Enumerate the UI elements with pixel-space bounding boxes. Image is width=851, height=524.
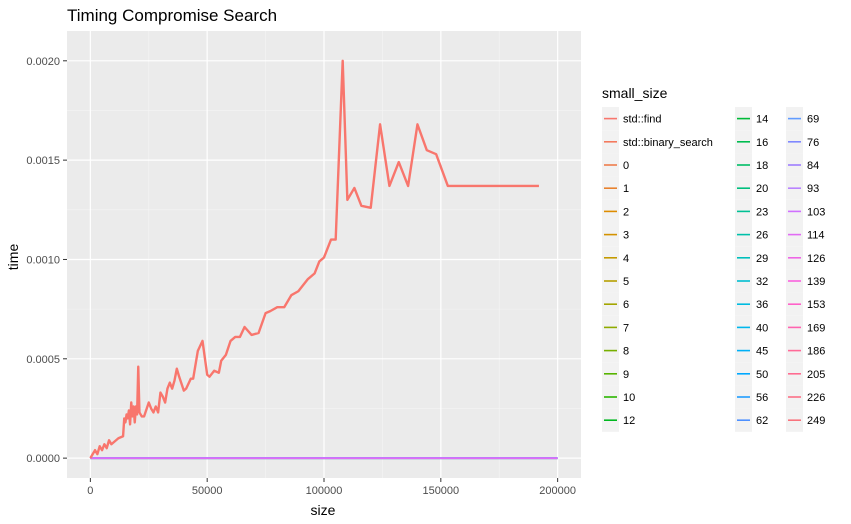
- x-tick-label: 150000: [422, 485, 459, 497]
- series-line: [89, 59, 539, 459]
- legend: small_size std::findstd::binary_search01…: [602, 85, 825, 432]
- flat-series-lines: [90, 457, 558, 460]
- y-tick-label: 0.0000: [26, 453, 60, 465]
- legend-label: 249: [807, 415, 825, 427]
- legend-label: 0: [623, 160, 629, 172]
- legend-label: 16: [756, 137, 768, 149]
- x-axis-title: size: [311, 502, 336, 518]
- legend-label: 36: [756, 299, 768, 311]
- legend-label: 205: [807, 369, 825, 381]
- axes: 0 50000 100000 150000 200000 0.0000 0.0005 0.00…: [26, 56, 576, 497]
- legend-label: 93: [807, 183, 819, 195]
- legend-label: 2: [623, 206, 629, 218]
- x-tick-label: 200000: [539, 485, 576, 497]
- legend-label: 6: [623, 299, 629, 311]
- legend-label: 226: [807, 392, 825, 404]
- legend-label: 169: [807, 322, 825, 334]
- legend-label: 153: [807, 299, 825, 311]
- y-axis-title: time: [5, 244, 21, 271]
- legend-label: 40: [756, 322, 768, 334]
- legend-label: 14: [756, 114, 768, 126]
- legend-label: 18: [756, 160, 768, 172]
- x-tick-label: 0: [87, 485, 93, 497]
- legend-label: 26: [756, 230, 768, 242]
- y-tick-label: 0.0015: [26, 155, 60, 167]
- legend-label: 10: [623, 392, 635, 404]
- y-tick-label: 0.0020: [26, 56, 60, 68]
- legend-label: std::binary_search: [623, 137, 713, 149]
- legend-label: 1: [623, 183, 629, 195]
- legend-label: 20: [756, 183, 768, 195]
- legend-label: 114: [807, 230, 825, 242]
- y-tick-label: 0.0005: [26, 354, 60, 366]
- legend-label: 186: [807, 346, 825, 358]
- legend-label: 8: [623, 346, 629, 358]
- series-lines: [89, 59, 539, 459]
- x-tick-label: 100000: [306, 485, 343, 497]
- legend-label: 84: [807, 160, 819, 172]
- legend-label: 126: [807, 253, 825, 265]
- legend-label: 139: [807, 276, 825, 288]
- legend-label: 62: [756, 415, 768, 427]
- legend-label: 3: [623, 230, 629, 242]
- plot-area: [67, 31, 581, 478]
- legend-label: 50: [756, 369, 768, 381]
- legend-label: 4: [623, 253, 629, 265]
- legend-label: 29: [756, 253, 768, 265]
- legend-label: 103: [807, 206, 825, 218]
- legend-label: 56: [756, 392, 768, 404]
- legend-label: 32: [756, 276, 768, 288]
- legend-label: 7: [623, 322, 629, 334]
- legend-title: small_size: [602, 85, 668, 101]
- legend-label: 9: [623, 369, 629, 381]
- legend-label: 12: [623, 415, 635, 427]
- legend-label: std::find: [623, 114, 662, 126]
- chart-title: Timing Compromise Search: [67, 6, 277, 25]
- legend-label: 69: [807, 114, 819, 126]
- y-tick-label: 0.0010: [26, 254, 60, 266]
- x-tick-label: 50000: [192, 485, 223, 497]
- legend-label: 23: [756, 206, 768, 218]
- legend-label: 76: [807, 137, 819, 149]
- legend-label: 45: [756, 346, 768, 358]
- legend-label: 5: [623, 276, 629, 288]
